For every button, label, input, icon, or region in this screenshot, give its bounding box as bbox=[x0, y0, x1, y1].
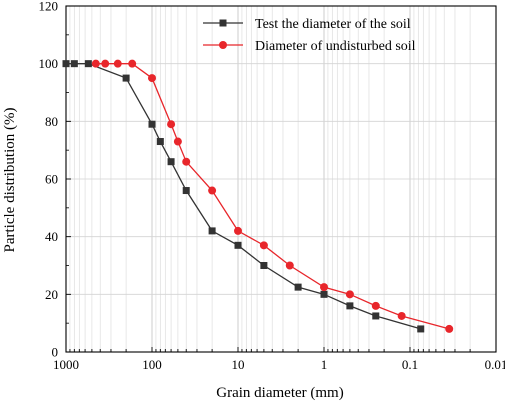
circle-marker bbox=[234, 226, 242, 235]
circle-marker bbox=[285, 261, 294, 270]
square-marker bbox=[372, 312, 380, 320]
circle-marker bbox=[219, 41, 227, 49]
circle-marker bbox=[320, 283, 328, 292]
square-marker bbox=[294, 283, 302, 291]
series-layer bbox=[62, 59, 454, 333]
square-marker bbox=[148, 120, 156, 128]
x-tick-label: 0.1 bbox=[402, 357, 418, 372]
y-tick-label: 60 bbox=[45, 172, 58, 187]
square-marker bbox=[156, 138, 164, 146]
square-marker bbox=[182, 187, 190, 195]
square-marker bbox=[84, 60, 92, 68]
legend-entry: Test the diameter of the soil bbox=[203, 17, 411, 32]
y-tick-label: 40 bbox=[45, 229, 58, 244]
grid bbox=[66, 6, 497, 352]
x-tick-label: 1 bbox=[321, 357, 328, 372]
circle-marker bbox=[167, 120, 176, 129]
x-tick-label: 10 bbox=[232, 357, 245, 372]
y-tick-label: 80 bbox=[45, 114, 58, 129]
square-marker bbox=[70, 60, 78, 68]
series-1 bbox=[62, 60, 425, 333]
square-marker bbox=[234, 241, 242, 249]
circle-marker bbox=[208, 186, 217, 195]
circle-marker bbox=[128, 59, 137, 68]
y-tick-label: 120 bbox=[39, 0, 59, 14]
circle-marker bbox=[91, 59, 100, 68]
y-axis-title: Particle distribution (%) bbox=[2, 108, 18, 253]
circle-marker bbox=[397, 311, 406, 320]
circle-marker bbox=[182, 157, 191, 166]
circle-marker bbox=[345, 290, 354, 299]
circle-marker bbox=[445, 324, 454, 333]
square-marker bbox=[167, 158, 175, 166]
circle-marker bbox=[371, 301, 380, 310]
legend-entry: Diameter of undisturbed soil bbox=[203, 39, 416, 54]
square-marker bbox=[208, 227, 216, 235]
y-tick-label: 100 bbox=[39, 56, 59, 71]
legend: Test the diameter of the soil Diameter of… bbox=[203, 17, 416, 54]
series-2 bbox=[91, 59, 454, 333]
circle-marker bbox=[113, 59, 122, 68]
circle-marker bbox=[259, 241, 268, 250]
legend-label: Test the diameter of the soil bbox=[255, 17, 411, 32]
circle-marker bbox=[148, 74, 156, 83]
square-marker bbox=[417, 325, 425, 333]
circle-marker bbox=[101, 59, 110, 68]
square-marker bbox=[62, 60, 70, 68]
x-tick-label: 1000 bbox=[53, 357, 79, 372]
series-line bbox=[66, 63, 421, 330]
x-tick-label: 100 bbox=[142, 357, 162, 372]
square-marker bbox=[260, 262, 268, 269]
square-marker bbox=[320, 290, 328, 298]
y-tick-label: 0 bbox=[52, 345, 59, 360]
y-tick-label: 20 bbox=[45, 287, 58, 302]
ticks: 1000 100 10 1 0.1 0.01 0 20 40 60 80 100 120 bbox=[39, 0, 505, 372]
x-axis-title: Grain diameter (mm) bbox=[216, 385, 343, 401]
x-tick-label: 0.01 bbox=[485, 357, 505, 372]
legend-label: Diameter of undisturbed soil bbox=[255, 39, 416, 54]
square-marker bbox=[122, 74, 130, 82]
circle-marker bbox=[173, 137, 182, 146]
square-marker bbox=[346, 302, 354, 310]
square-marker bbox=[219, 19, 227, 27]
